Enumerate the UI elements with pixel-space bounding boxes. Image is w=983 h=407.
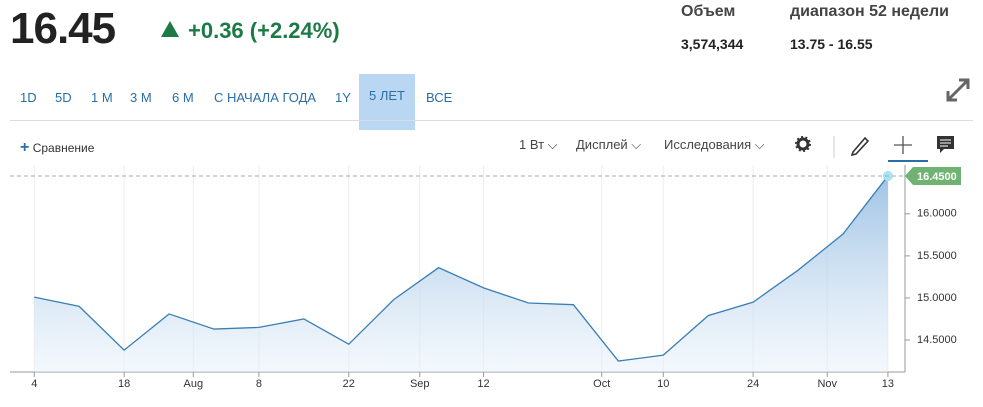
x-tick-label: Nov: [817, 378, 837, 390]
range-button[interactable]: 6 M: [172, 90, 194, 105]
display-label: Дисплей: [576, 137, 628, 152]
area-fill: [34, 175, 888, 372]
range-button[interactable]: С НАЧАЛА ГОДА: [214, 90, 317, 105]
interval-dropdown[interactable]: 1 Вт ⌵: [519, 137, 558, 152]
studies-dropdown[interactable]: Исследования ⌵: [664, 137, 765, 152]
x-tick-label: Oct: [593, 378, 610, 390]
expand-icon[interactable]: [945, 77, 971, 103]
volume-label: Объем: [681, 3, 736, 20]
x-tick-label: 12: [477, 378, 489, 390]
studies-label: Исследования: [664, 137, 752, 152]
x-tick-label: Sep: [410, 378, 430, 390]
interval-label: 1 Вт: [519, 137, 545, 152]
x-tick-label: 24: [747, 378, 759, 390]
volume: 3,574,344: [681, 36, 744, 52]
range-button[interactable]: 5D: [55, 90, 72, 105]
price: 16.45: [10, 4, 116, 53]
x-tick-label: 10: [657, 378, 669, 390]
last-price-tag: [905, 166, 961, 185]
price-line: [34, 175, 889, 362]
y-tick-label: 16.0000: [917, 208, 957, 220]
compare-button[interactable]: + Сравнение: [20, 139, 95, 156]
x-tick-label: 22: [343, 378, 355, 390]
x-tick-label: 13: [882, 378, 894, 390]
range-button[interactable]: 1 M: [91, 90, 113, 105]
y-tick-label: 15.0000: [917, 292, 957, 304]
y-tick-label: 15.5000: [917, 250, 957, 262]
up-arrow: [161, 21, 179, 37]
range-button[interactable]: 1D: [20, 90, 37, 105]
price-change: +0.36 (+2.24%): [188, 18, 340, 43]
last-price-label: 16.4500: [917, 171, 957, 183]
x-tick-label: 4: [31, 378, 37, 390]
draw-icon[interactable]: [850, 136, 870, 157]
range-button[interactable]: 3 M: [130, 90, 152, 105]
crosshair-icon[interactable]: [894, 136, 912, 154]
display-dropdown[interactable]: Дисплей ⌵: [576, 137, 642, 152]
range: 13.75 - 16.55: [790, 36, 873, 52]
range-button[interactable]: 1Y: [335, 90, 351, 105]
divider: [10, 120, 973, 121]
settings-icon[interactable]: [795, 136, 811, 152]
compare-label: Сравнение: [32, 141, 95, 155]
x-tick-label: 8: [256, 378, 262, 390]
y-tick-label: 14.5000: [917, 334, 957, 346]
toolbar-icons: [795, 136, 954, 162]
x-tick-label: Aug: [184, 378, 204, 390]
range-button[interactable]: ВСЕ: [426, 90, 453, 105]
x-tick-label: 18: [118, 378, 130, 390]
range-label: диапазон 52 недели: [790, 3, 949, 20]
